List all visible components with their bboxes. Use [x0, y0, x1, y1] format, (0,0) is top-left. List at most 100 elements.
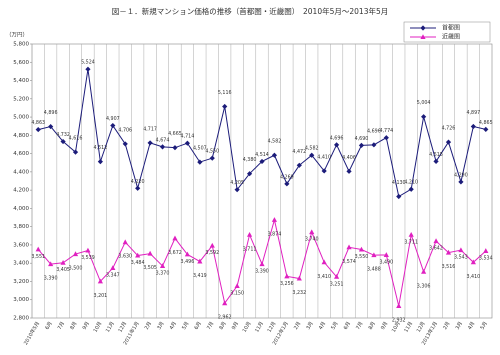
x-tick-label: 5月: [330, 321, 339, 331]
data-label: 3,505: [143, 265, 157, 271]
data-label: 4,706: [118, 127, 132, 133]
data-label: 3,419: [193, 273, 207, 279]
marker: [234, 187, 240, 193]
marker: [209, 155, 215, 161]
marker: [421, 114, 427, 120]
marker: [110, 122, 116, 129]
marker: [147, 250, 153, 256]
marker: [358, 246, 365, 252]
x-tick-label: 7月: [57, 321, 66, 331]
marker: [197, 258, 203, 264]
chart-title: 図－１．新規マンション価格の推移（首都圏・近畿圏） 2010年5月～2013年5…: [112, 6, 388, 16]
x-tick-label: 4月: [169, 321, 178, 331]
marker: [309, 152, 315, 158]
marker: [72, 251, 79, 257]
data-label: 4,907: [106, 116, 120, 122]
data-label: 4,774: [379, 128, 393, 134]
data-label: 3,711: [243, 246, 257, 252]
marker: [483, 126, 489, 132]
x-tick-label: 10月: [242, 321, 253, 334]
x-tick-label: 7月: [206, 321, 215, 331]
marker: [72, 149, 79, 155]
x-tick-label: 9月: [380, 321, 389, 331]
data-label: 3,642: [429, 246, 443, 252]
x-tick-label: 2月: [144, 321, 153, 331]
y-tick-label: 5,000: [13, 115, 29, 121]
data-label: 3,256: [280, 281, 294, 287]
data-label: 4,514: [255, 152, 269, 158]
x-tick-label: 11月: [254, 321, 265, 334]
marker: [222, 300, 228, 306]
x-tick-label: 5月: [480, 321, 489, 331]
y-tick-label: 4,600: [13, 151, 29, 157]
marker: [184, 251, 191, 257]
marker: [97, 159, 103, 165]
data-label: 4,865: [479, 120, 493, 126]
data-label: 3,551: [31, 254, 45, 260]
data-label: 4,130: [392, 180, 406, 186]
data-label: 3,405: [56, 267, 70, 273]
marker: [135, 252, 141, 258]
marker: [296, 275, 302, 281]
marker: [358, 142, 365, 148]
x-tick-label: 6月: [343, 321, 352, 331]
data-label: 4,472: [292, 149, 306, 155]
marker: [259, 261, 265, 267]
data-label: 2,962: [218, 315, 232, 321]
marker: [122, 141, 128, 147]
data-label: 4,897: [466, 110, 480, 116]
data-label: 3,534: [479, 255, 493, 261]
data-label: 4,515: [429, 152, 443, 158]
marker: [48, 123, 54, 130]
x-tick-label: 2月: [293, 321, 302, 331]
data-label: 3,488: [367, 267, 381, 273]
data-label: 3,484: [131, 260, 145, 266]
marker: [259, 158, 265, 165]
data-label: 3,550: [355, 254, 369, 260]
data-label: 3,516: [442, 264, 456, 270]
data-label: 4,717: [143, 126, 157, 132]
marker: [420, 34, 426, 39]
marker: [458, 247, 464, 253]
marker: [321, 259, 327, 265]
data-label: 4,896: [44, 110, 58, 116]
y-tick-label: 5,600: [13, 60, 29, 66]
data-label: 4,714: [181, 134, 195, 140]
marker: [333, 274, 340, 279]
data-label: 4,726: [442, 126, 456, 132]
marker: [333, 142, 340, 148]
data-label: 4,410: [317, 154, 331, 160]
marker: [470, 123, 476, 130]
marker: [396, 193, 402, 200]
marker: [458, 179, 464, 185]
data-label: 3,874: [268, 231, 282, 237]
data-label: 4,582: [305, 146, 319, 152]
data-label: 4,507: [193, 146, 207, 152]
y-tick-label: 4,200: [13, 188, 29, 194]
data-label: 3,490: [379, 259, 393, 265]
marker: [48, 261, 54, 267]
data-label: 3,543: [454, 255, 468, 261]
x-tick-label: 12月: [267, 321, 278, 334]
data-label: 5,116: [218, 90, 232, 96]
marker: [234, 283, 240, 289]
marker: [60, 259, 66, 265]
data-label: 3,500: [69, 266, 83, 272]
data-label: 3,201: [94, 293, 108, 299]
data-label: 3,539: [81, 255, 95, 261]
data-label: 4,696: [367, 128, 381, 134]
data-label: 2,932: [392, 317, 406, 323]
x-tick-label: 2月: [442, 321, 451, 331]
marker: [110, 265, 116, 271]
marker: [222, 103, 228, 110]
marker: [383, 135, 389, 141]
y-tick-label: 3,200: [13, 279, 29, 285]
data-label: 3,410: [317, 274, 331, 280]
marker: [159, 263, 166, 268]
data-label: 4,220: [131, 179, 145, 185]
x-tick-label: 4月: [318, 321, 327, 331]
data-label: 4,269: [280, 174, 294, 180]
marker: [85, 66, 91, 72]
y-tick-label: 4,800: [13, 133, 29, 139]
